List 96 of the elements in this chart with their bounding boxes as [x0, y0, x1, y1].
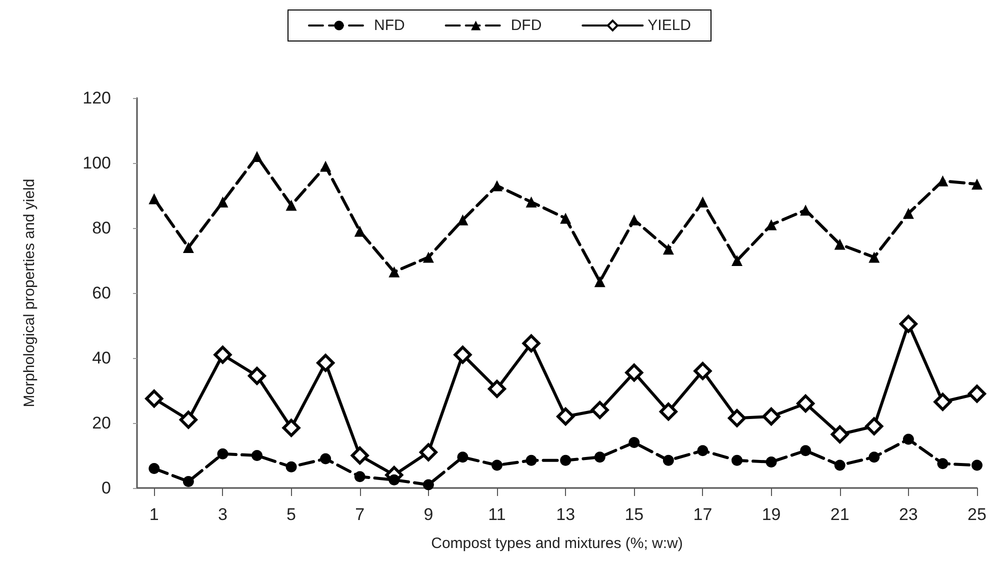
y-tick-label: 40 — [92, 348, 111, 368]
point — [182, 476, 194, 487]
point — [694, 362, 712, 380]
point — [899, 314, 918, 333]
point — [834, 238, 846, 250]
point — [526, 454, 537, 466]
point — [457, 452, 468, 463]
point — [526, 196, 537, 208]
point — [422, 252, 434, 263]
point — [556, 408, 575, 426]
point — [145, 390, 164, 408]
point — [697, 445, 708, 456]
x-tick-label: 13 — [556, 505, 576, 524]
legend-label: DFD — [510, 17, 542, 34]
point — [800, 445, 812, 456]
point — [594, 276, 606, 288]
point — [419, 443, 438, 462]
point — [902, 208, 914, 219]
x-axis-title: Compost types and mixtures (%; w:w) — [431, 535, 683, 552]
point — [662, 454, 674, 466]
point — [388, 474, 400, 486]
point — [796, 394, 815, 412]
x-tick-label: 1 — [149, 505, 159, 524]
point — [762, 408, 780, 426]
point — [697, 196, 708, 208]
y-tick-label: 0 — [102, 478, 111, 498]
point — [972, 178, 982, 190]
point — [968, 384, 986, 403]
point — [766, 456, 777, 468]
x-tick-label: 7 — [355, 505, 365, 524]
point — [354, 226, 366, 237]
point — [560, 454, 572, 466]
x-tick-label: 11 — [488, 505, 506, 524]
point — [728, 409, 746, 428]
point — [522, 334, 540, 352]
point — [732, 454, 742, 466]
x-tick-label: 19 — [762, 505, 781, 524]
point — [350, 446, 369, 464]
y-axis-title: Morphological properties and yield — [21, 178, 38, 408]
legend-label: NFD — [374, 17, 405, 34]
point — [492, 460, 502, 471]
x-tick-label: 25 — [968, 505, 986, 524]
point — [148, 193, 160, 204]
point — [868, 452, 880, 463]
point — [182, 242, 194, 253]
point — [457, 214, 468, 226]
x-tick-label: 21 — [830, 505, 850, 524]
point — [148, 463, 160, 474]
point — [662, 244, 674, 255]
point — [252, 151, 262, 162]
point — [628, 437, 640, 448]
point — [732, 255, 742, 266]
point — [934, 392, 952, 411]
y-tick-label: 80 — [92, 218, 111, 238]
point — [834, 460, 846, 471]
point — [354, 471, 366, 482]
point — [316, 354, 335, 372]
point — [628, 214, 640, 226]
y-tick-label: 120 — [82, 88, 111, 108]
x-tick-label: 17 — [693, 505, 712, 524]
point — [282, 418, 300, 437]
point — [625, 364, 644, 382]
point — [286, 461, 297, 472]
point — [902, 434, 914, 445]
x-tick-label: 15 — [624, 505, 644, 524]
x-tick-label: 3 — [218, 505, 228, 524]
point — [388, 266, 400, 278]
point — [179, 410, 198, 429]
point — [492, 180, 502, 192]
point — [217, 196, 228, 208]
point — [659, 402, 678, 421]
point — [454, 346, 472, 364]
point — [248, 366, 266, 385]
point — [868, 252, 880, 263]
x-tick-label: 23 — [898, 505, 918, 524]
point — [214, 346, 232, 364]
point — [560, 212, 572, 224]
point — [972, 460, 982, 471]
point — [488, 380, 506, 398]
x-tick-label: 9 — [424, 505, 434, 524]
point — [286, 200, 297, 211]
point — [422, 479, 434, 490]
x-tick-label: 5 — [286, 505, 296, 524]
point — [937, 458, 948, 470]
legend-label: YIELD — [648, 17, 692, 34]
point — [865, 417, 884, 436]
point — [320, 160, 332, 172]
y-tick-label: 100 — [82, 154, 111, 172]
point — [217, 448, 228, 460]
y-tick-label: 60 — [92, 284, 111, 302]
point — [830, 425, 849, 444]
y-tick-label: 20 — [92, 414, 111, 432]
point — [594, 452, 606, 463]
point — [320, 453, 332, 464]
point — [252, 450, 262, 461]
point — [590, 401, 609, 419]
